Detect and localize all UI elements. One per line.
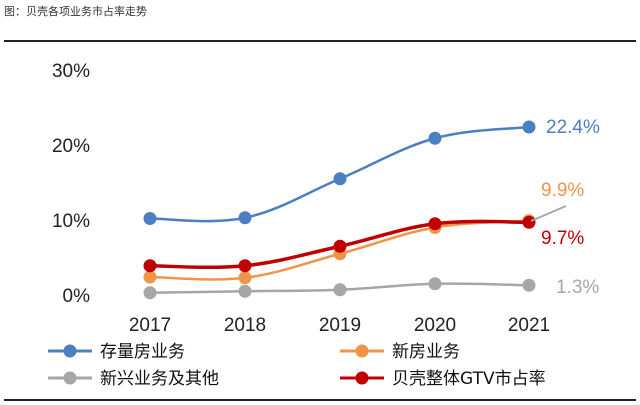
x-tick-label: 2017 (129, 315, 171, 336)
end-value-label: 1.3% (556, 277, 599, 298)
x-tick-label: 2018 (224, 315, 266, 336)
y-tick-label: 0% (63, 286, 91, 307)
top-rule (4, 40, 636, 42)
data-point (522, 215, 536, 229)
end-labels: 22.4% 9.9% 1.3% 9.7% (530, 117, 600, 298)
data-point (333, 172, 347, 186)
x-tick-label: 2020 (414, 315, 456, 336)
legend-label: 新兴业务及其他 (100, 369, 219, 389)
data-point (143, 259, 157, 273)
x-axis: 2017 2018 2019 2020 2021 (129, 315, 550, 336)
legend-item: 新房业务 (340, 342, 460, 362)
legend-swatch-marker (63, 371, 77, 385)
y-tick-label: 30% (52, 61, 90, 82)
data-point (238, 211, 252, 225)
y-tick-label: 20% (52, 136, 90, 157)
data-point (143, 212, 157, 225)
legend-item: 存量房业务 (48, 342, 185, 362)
series-lines (143, 120, 536, 300)
end-value-label: 22.4% (546, 117, 600, 138)
data-point (238, 284, 252, 298)
data-point (333, 283, 347, 297)
data-point (428, 217, 442, 231)
data-point (522, 120, 536, 134)
x-tick-label: 2019 (319, 315, 361, 336)
y-axis: 0% 10% 20% 30% (52, 61, 90, 307)
legend-item: 新兴业务及其他 (48, 369, 219, 389)
legend-swatch-marker (355, 371, 369, 385)
data-point (143, 286, 157, 300)
legend-label: 新房业务 (392, 342, 460, 362)
y-tick-label: 10% (52, 211, 90, 232)
label-leader-line (530, 205, 567, 222)
data-point (428, 131, 442, 145)
data-point (143, 270, 157, 284)
legend-item: 贝壳整体GTV市占率 (340, 369, 546, 389)
legend-label: 存量房业务 (100, 342, 185, 362)
data-point (238, 271, 252, 285)
end-value-label: 9.7% (541, 228, 584, 249)
figure-caption: 图：贝壳各项业务市占率走势 (4, 5, 147, 18)
x-tick-label: 2021 (508, 315, 550, 336)
data-point (333, 239, 347, 253)
end-value-label: 9.9% (541, 180, 584, 201)
data-point (428, 277, 442, 291)
legend-swatch-marker (355, 344, 369, 358)
legend-label: 贝壳整体GTV市占率 (392, 369, 546, 389)
data-point (238, 259, 252, 273)
legend-swatch-marker (63, 344, 77, 358)
bottom-rule (4, 399, 636, 401)
data-point (522, 278, 536, 292)
